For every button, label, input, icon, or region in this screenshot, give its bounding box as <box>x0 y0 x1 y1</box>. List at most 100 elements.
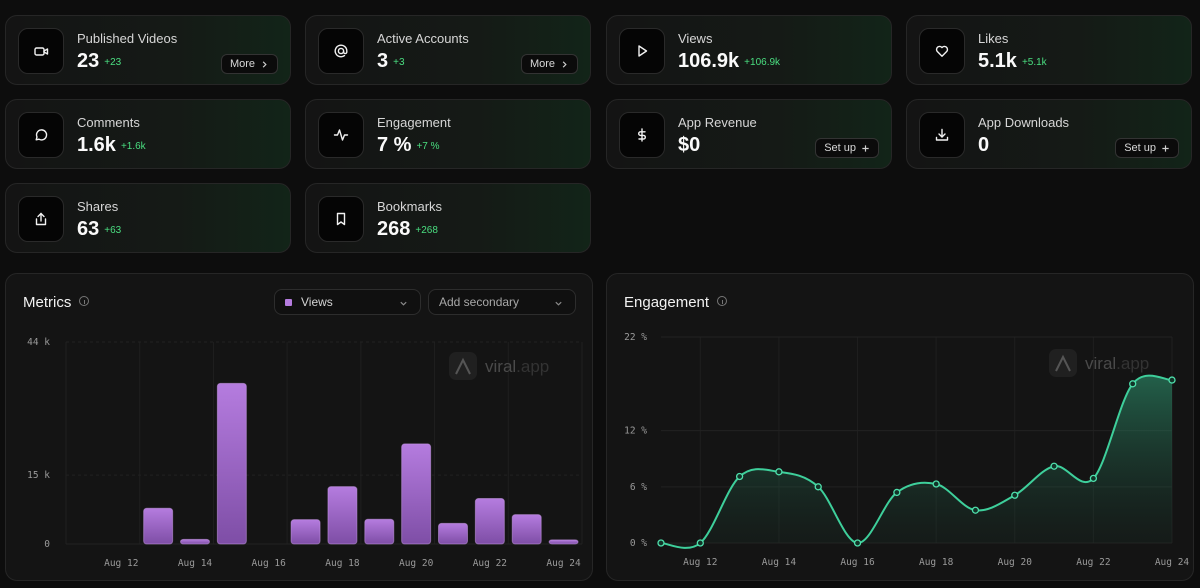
action-label: More <box>529 58 555 70</box>
stat-value: 1.6k <box>77 134 116 156</box>
plus-icon <box>862 144 869 152</box>
stat-card-app-revenue: App Revenue $0 Set up <box>606 99 892 169</box>
point-aug-12 <box>696 539 704 547</box>
stat-value: 63 <box>77 218 100 240</box>
stat-label: Engagement <box>377 115 451 130</box>
stat-label: Published Videos <box>77 31 178 46</box>
bar-aug-18 <box>327 486 358 545</box>
watermark-text: viral.app <box>1085 354 1149 373</box>
play-icon <box>638 45 648 57</box>
action-label: Set up <box>1124 142 1156 154</box>
bar-aug-23 <box>511 514 542 545</box>
metrics-panel: Metrics Views Add secondary 0 15 k 44 k vir… <box>5 273 593 581</box>
action-label: Set up <box>824 142 856 154</box>
stat-value-wrap: $0 <box>678 134 700 157</box>
stat-card-comments: Comments 1.6k +1.6k <box>5 99 291 169</box>
icon-box <box>919 112 965 158</box>
watermark-logo-mark <box>1055 354 1071 372</box>
stat-value: 0 <box>978 134 990 156</box>
stat-card-likes: Likes 5.1k +5.1k <box>906 15 1192 85</box>
stat-value: 268 <box>377 218 411 240</box>
stat-label: Bookmarks <box>377 199 443 214</box>
x-tick-label: Aug 22 <box>473 558 507 569</box>
point-aug-15 <box>814 483 822 491</box>
y-tick-label: 6 % <box>630 482 647 493</box>
x-tick-label: Aug 16 <box>252 558 287 569</box>
point-aug-14 <box>775 468 783 476</box>
set-up-button[interactable]: Set up <box>815 138 879 158</box>
stat-card-engagement: Engagement 7 % +7 % <box>305 99 591 169</box>
stat-value-wrap: 23 +23 <box>77 50 121 73</box>
chevron-down-icon <box>555 301 562 306</box>
x-tick-label: Aug 20 <box>998 557 1033 568</box>
bar-aug-21 <box>438 522 468 545</box>
stat-value: 23 <box>77 50 100 72</box>
stat-delta: +7 % <box>416 141 440 152</box>
icon-box <box>919 28 965 74</box>
stat-delta: +63 <box>104 225 122 236</box>
secondary-metric-select[interactable]: Add secondary <box>428 289 576 315</box>
primary-metric-select[interactable]: Views <box>274 289 421 315</box>
chevron-right-icon <box>562 60 567 68</box>
x-tick-label: Aug 12 <box>683 557 717 568</box>
stat-value-wrap: 1.6k +1.6k <box>77 134 146 157</box>
share-icon <box>35 212 47 226</box>
x-tick-label: Aug 22 <box>1076 557 1110 568</box>
engagement-area-chart: 0 % 6 % 12 % 22 % viral.app Aug 12 Aug 14 Aug 1… <box>624 332 1190 568</box>
icon-box <box>619 112 665 158</box>
activity-icon <box>333 129 349 141</box>
point-aug-19 <box>971 506 980 514</box>
stat-card-shares: Shares 63 +63 <box>5 183 291 253</box>
info-icon[interactable] <box>717 296 728 306</box>
point-aug-20 <box>1011 491 1019 499</box>
dollar-icon <box>638 128 646 142</box>
point-aug-22 <box>1089 474 1098 483</box>
x-tick-label: Aug 24 <box>546 558 581 569</box>
stat-value: 106.9k <box>678 50 740 72</box>
views-bar-chart: 0 15 k 44 k viral.app Aug 12 Aug 14 Aug 16 Aug … <box>27 337 583 569</box>
stat-value: $0 <box>678 134 701 156</box>
engagement-area-fill <box>661 375 1172 548</box>
x-tick-label: Aug 20 <box>399 558 434 569</box>
stat-card-bookmarks: Bookmarks 268 +268 <box>305 183 591 253</box>
info-icon[interactable] <box>79 296 90 306</box>
x-tick-label: Aug 14 <box>762 557 797 568</box>
x-tick-label: Aug 18 <box>919 557 954 568</box>
point-aug-21 <box>1050 462 1058 470</box>
at-sign-icon <box>334 44 348 58</box>
icon-box <box>318 112 364 158</box>
point-aug-23 <box>1129 380 1137 388</box>
engagement-panel: Engagement 0 % 6 % 12 % 22 % viral.app Aug 12… <box>606 273 1194 581</box>
stat-value-wrap: 0 <box>978 134 989 157</box>
y-tick-label: 0 <box>44 539 50 550</box>
bar-aug-15 <box>216 382 247 545</box>
x-tick-label: Aug 24 <box>1155 557 1190 568</box>
heart-icon <box>935 45 949 57</box>
watermark-logo-mark <box>455 357 471 375</box>
stat-value-wrap: 3 +3 <box>377 50 405 73</box>
stat-card-published-videos: Published Videos 23 +23 More <box>5 15 291 85</box>
bookmark-icon <box>336 212 346 226</box>
stat-delta: +5.1k <box>1021 57 1047 68</box>
watermark-suffix: .app <box>1116 354 1149 373</box>
stat-label: Likes <box>978 31 1009 46</box>
more-button[interactable]: More <box>520 54 578 74</box>
stat-label: Comments <box>77 115 140 130</box>
primary-metric-label: Views <box>301 295 333 309</box>
stat-value-wrap: 106.9k +106.9k <box>678 50 780 73</box>
stat-label: App Revenue <box>678 115 757 130</box>
icon-box <box>619 28 665 74</box>
x-tick-label: Aug 12 <box>104 558 138 569</box>
set-up-button[interactable]: Set up <box>1115 138 1179 158</box>
x-tick-label: Aug 14 <box>178 558 213 569</box>
point-aug-18 <box>932 480 940 488</box>
icon-box <box>18 112 64 158</box>
plus-icon <box>1162 144 1169 152</box>
point-aug-13 <box>735 472 744 481</box>
bar-aug-20 <box>401 443 432 545</box>
bar-aug-24 <box>548 539 579 545</box>
stat-card-active-accounts: Active Accounts 3 +3 More <box>305 15 591 85</box>
point-aug-16 <box>853 539 862 547</box>
more-button[interactable]: More <box>220 54 278 74</box>
watermark-text: viral.app <box>485 357 549 376</box>
